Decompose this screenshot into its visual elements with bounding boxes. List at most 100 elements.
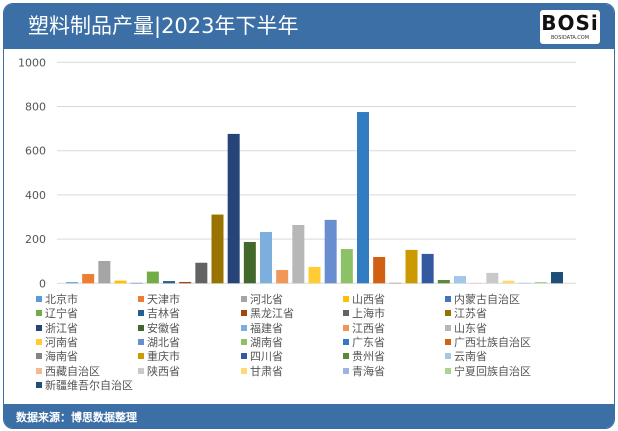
legend-swatch	[138, 296, 144, 302]
y-tick-label: 800	[25, 101, 46, 114]
legend-label: 海南省	[45, 350, 78, 364]
bar-1	[66, 282, 78, 284]
legend-label: 甘肃省	[250, 364, 283, 378]
legend-swatch	[241, 310, 247, 317]
legend-label: 陕西省	[147, 364, 180, 378]
footer-bar: 数据来源：博思数据整理	[4, 404, 614, 428]
legend-item: 广西壮族自治区	[445, 336, 531, 350]
legend-item: 北京市	[36, 293, 78, 307]
legend-label: 西藏自治区	[45, 364, 100, 378]
legend-label: 重庆市	[147, 350, 180, 364]
legend-item: 青海省	[343, 365, 385, 379]
legend-item: 湖北省	[138, 336, 180, 350]
chart-card: 塑料制品产量|2023年下半年 BOSi BOSIDATA.COM 数据来源：博…	[3, 3, 615, 429]
legend-label: 云南省	[454, 350, 487, 364]
legend-swatch	[138, 338, 144, 345]
legend-swatch	[343, 296, 349, 302]
legend-swatch	[36, 367, 42, 374]
legend-item: 云南省	[445, 350, 487, 364]
legend-item: 浙江省	[36, 322, 78, 336]
legend-item: 湖南省	[241, 336, 283, 350]
legend-item: 山东省	[445, 322, 487, 336]
legend-label: 北京市	[45, 293, 78, 306]
legend-swatch	[36, 296, 42, 302]
legend-label: 湖北省	[147, 335, 180, 349]
bar-15	[292, 224, 305, 284]
legend-swatch	[36, 353, 42, 360]
bar-26	[470, 283, 483, 284]
bar-25	[454, 276, 466, 284]
legend-swatch	[343, 367, 349, 374]
chart-title: 塑料制品产量|2023年下半年	[28, 14, 299, 38]
bar-2	[82, 274, 95, 284]
legend-swatch	[445, 353, 451, 360]
bar-27	[486, 272, 499, 284]
bar-13	[260, 232, 272, 284]
legend-label: 内蒙古自治区	[454, 293, 520, 306]
legend-label: 广西壮族自治区	[454, 335, 531, 349]
legend-swatch	[445, 338, 451, 345]
legend-label: 四川省	[250, 350, 283, 364]
y-tick-label: 600	[25, 145, 46, 158]
bar-21	[389, 282, 402, 284]
legend-label: 天津市	[147, 293, 180, 306]
legend-item: 山西省	[343, 293, 385, 307]
bar-chart: 0 200 400 600 800 1000	[18, 56, 576, 290]
legend-swatch	[445, 296, 451, 302]
legend-item: 宁夏回族自治区	[445, 365, 531, 379]
legend-item: 江苏省	[445, 307, 487, 321]
bar-6	[146, 271, 159, 284]
source-note: 数据来源：博思数据整理	[16, 411, 137, 424]
legend-label: 河南省	[45, 335, 78, 349]
legend-label: 湖南省	[250, 335, 283, 349]
bar-8	[179, 281, 192, 284]
legend-item: 江西省	[343, 322, 385, 336]
bar-7	[163, 281, 175, 284]
logo-text: BOSi	[541, 11, 599, 35]
legend-item: 福建省	[241, 322, 283, 336]
bar-9	[195, 262, 208, 284]
legend-swatch	[445, 367, 451, 374]
legend-label: 浙江省	[45, 321, 78, 335]
legend-item: 新疆维吾尔自治区	[36, 379, 133, 393]
legend-item: 海南省	[36, 350, 78, 364]
legend-label: 吉林省	[147, 307, 180, 321]
legend-item: 黑龙江省	[241, 307, 294, 321]
legend-swatch	[138, 353, 144, 360]
legend-item: 内蒙古自治区	[445, 293, 520, 307]
legend-swatch	[36, 381, 42, 388]
legend-label: 辽宁省	[45, 307, 78, 321]
legend-label: 青海省	[352, 364, 385, 378]
legend-item: 天津市	[138, 293, 180, 307]
legend-label: 山东省	[454, 321, 487, 335]
legend-swatch	[343, 324, 349, 331]
logo-subtext: BOSIDATA.COM	[550, 35, 590, 41]
bar-20	[373, 257, 386, 284]
legend-item: 辽宁省	[36, 307, 78, 321]
legend-item: 四川省	[241, 350, 283, 364]
legend-item: 陕西省	[138, 365, 180, 379]
legend-label: 宁夏回族自治区	[454, 364, 531, 378]
legend-item: 甘肃省	[241, 365, 283, 379]
legend-swatch	[343, 353, 349, 360]
bar-4	[114, 280, 127, 284]
legend-swatch	[36, 338, 42, 345]
bar-24	[437, 279, 450, 284]
bar-18	[340, 249, 353, 284]
bar-5	[130, 282, 143, 284]
legend-swatch	[138, 324, 144, 331]
legend-label: 江西省	[352, 321, 385, 335]
legend-label: 黑龙江省	[250, 307, 294, 321]
legend-label: 新疆维吾尔自治区	[45, 378, 133, 392]
legend-label: 上海市	[352, 307, 385, 321]
legend-item: 吉林省	[138, 307, 180, 321]
legend-swatch	[241, 353, 247, 360]
legend-item: 河南省	[36, 336, 78, 350]
legend-label: 安徽省	[147, 321, 180, 335]
legend-swatch	[343, 338, 349, 345]
bar-11	[227, 133, 240, 284]
legend-swatch	[36, 310, 42, 317]
legend-swatch	[445, 310, 451, 317]
y-tick-label: 400	[25, 189, 46, 202]
legend-label: 福建省	[250, 321, 283, 335]
